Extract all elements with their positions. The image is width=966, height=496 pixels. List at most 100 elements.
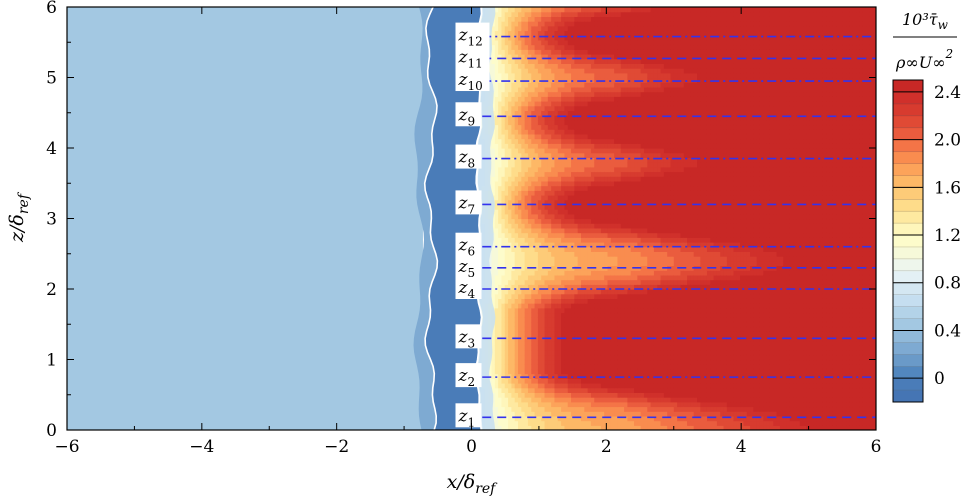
- contour-cell: [607, 124, 612, 130]
- contour-cell: [561, 49, 566, 55]
- contour-cell: [604, 166, 609, 173]
- contour-cell: [590, 227, 595, 234]
- contour-cell: [561, 331, 566, 337]
- contour-cell: [594, 124, 599, 130]
- contour-cell: [610, 350, 615, 356]
- contour-cell: [541, 326, 546, 332]
- contour-cell: [597, 195, 602, 201]
- contour-cell: [637, 96, 642, 102]
- contour-cell: [647, 307, 652, 314]
- contour-cell: [521, 406, 526, 412]
- contour-cell: [537, 251, 542, 257]
- contour-cell: [587, 218, 592, 224]
- contour-cell: [647, 256, 652, 262]
- contour-cell: [624, 326, 629, 332]
- contour-cell: [527, 420, 532, 426]
- contour-cell: [574, 101, 579, 107]
- contour-cell: [643, 387, 648, 393]
- contour-cell: [657, 321, 662, 328]
- contour-cell: [498, 307, 503, 314]
- contour-cell: [571, 227, 575, 234]
- contour-cell: [610, 420, 615, 426]
- contour-cell: [521, 91, 526, 97]
- contour-cell: [610, 303, 615, 309]
- contour-cell: [627, 378, 632, 384]
- contour-cell: [607, 270, 612, 276]
- contour-cell: [657, 274, 662, 281]
- contour-cell: [561, 289, 566, 295]
- contour-cell: [657, 39, 662, 46]
- contour-cell: [571, 190, 575, 196]
- contour-cell: [527, 227, 532, 234]
- contour-cell: [577, 289, 582, 295]
- contour-cell: [610, 354, 615, 361]
- contour-cell: [518, 110, 522, 116]
- contour-cell: [551, 232, 556, 238]
- contour-cell: [577, 44, 582, 50]
- contour-cell: [518, 58, 522, 64]
- contour-cell: [643, 279, 648, 285]
- contour-cell: [501, 171, 506, 177]
- contour-cell: [594, 303, 599, 309]
- contour-cell: [564, 246, 569, 252]
- contour-cell: [653, 345, 658, 351]
- contour-cell: [527, 54, 532, 60]
- contour-cell: [617, 209, 622, 215]
- contour-cell: [524, 166, 529, 173]
- contour-cell: [537, 148, 542, 154]
- contour-cell: [630, 44, 635, 50]
- contour-cell: [587, 162, 592, 168]
- contour-cell: [620, 133, 625, 140]
- contour-cell: [647, 383, 652, 389]
- contour-cell: [597, 368, 602, 375]
- contour-cell: [494, 185, 499, 191]
- contour-cell: [567, 63, 572, 69]
- contour-cell: [604, 312, 609, 318]
- contour-cell: [551, 25, 556, 32]
- contour-cell: [647, 119, 652, 126]
- contour-cell: [488, 364, 493, 370]
- contour-cell: [650, 321, 655, 328]
- contour-cell: [514, 364, 519, 370]
- contour-cell: [537, 218, 542, 224]
- contour-cell: [547, 293, 552, 299]
- contour-cell: [617, 406, 622, 412]
- contour-cell: [524, 411, 529, 417]
- contour-cell: [524, 256, 529, 262]
- contour-cell: [643, 101, 648, 107]
- contour-cell: [491, 265, 496, 271]
- contour-cell: [600, 105, 605, 111]
- contour-cell: [584, 68, 589, 74]
- contour-cell: [508, 119, 512, 126]
- contour-cell: [627, 119, 632, 126]
- contour-cell: [640, 397, 645, 403]
- contour-cell: [624, 246, 629, 252]
- contour-cell: [617, 35, 622, 41]
- contour-cell: [627, 336, 632, 342]
- contour-cell: [627, 54, 632, 60]
- contour-cell: [584, 293, 589, 299]
- contour-cell: [554, 232, 559, 238]
- contour-cell: [491, 411, 496, 417]
- contour-cell: [653, 82, 658, 88]
- contour-cell: [597, 44, 602, 50]
- contour-cell: [590, 415, 595, 422]
- contour-cell: [534, 11, 539, 17]
- contour-cell: [561, 16, 566, 22]
- contour-cell: [524, 251, 529, 257]
- contour-cell: [498, 138, 503, 144]
- contour-cell: [614, 312, 619, 318]
- contour-cell: [561, 152, 566, 158]
- contour-cell: [521, 293, 526, 299]
- contour-cell: [577, 260, 582, 267]
- contour-cell: [571, 242, 575, 248]
- contour-cell: [557, 199, 562, 205]
- contour-cell: [614, 101, 619, 107]
- contour-cell: [518, 270, 522, 276]
- contour-cell: [504, 63, 509, 69]
- contour-cell: [590, 39, 595, 46]
- contour-cell: [610, 265, 615, 271]
- contour-cell: [541, 138, 546, 144]
- contour-cell: [620, 152, 625, 158]
- contour-cell: [607, 232, 612, 238]
